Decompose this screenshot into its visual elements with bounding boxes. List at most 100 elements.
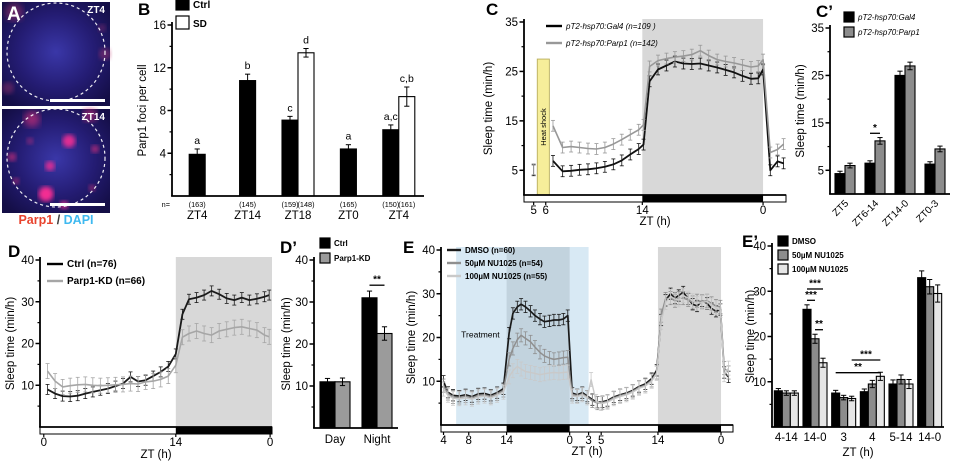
micrograph-zt4-tag: ZT4 <box>87 5 105 16</box>
svg-text:20: 20 <box>295 339 308 351</box>
svg-text:(165): (165) <box>340 200 357 209</box>
svg-text:***: *** <box>860 350 872 361</box>
micrograph-zt14-tag: ZT14 <box>81 112 105 123</box>
svg-text:16: 16 <box>153 20 166 32</box>
svg-text:ZT14: ZT14 <box>234 210 261 222</box>
svg-text:0: 0 <box>566 435 572 447</box>
svg-text:a,c: a,c <box>384 111 398 123</box>
chart-root: 0 14 0 ZT (h) 10 20 30 40 Sleep time (min/h) Ctrl… <box>5 255 273 461</box>
svg-text:pT2-hsp70:Gal4 (n=109 ): pT2-hsp70:Gal4 (n=109 ) <box>565 22 656 31</box>
svg-text:20: 20 <box>753 332 766 344</box>
svg-text:14: 14 <box>636 205 649 217</box>
svg-text:Sleep time (min/h): Sleep time (min/h) <box>483 62 495 155</box>
svg-text:4: 4 <box>869 432 876 444</box>
svg-text:0: 0 <box>41 437 47 449</box>
panel-d-prime-label: D’ <box>280 238 297 257</box>
svg-text:5: 5 <box>598 435 604 447</box>
svg-text:4: 4 <box>160 148 167 160</box>
svg-text:ZT (h): ZT (h) <box>571 446 602 458</box>
svg-text:5-14: 5-14 <box>889 432 913 444</box>
svg-text:ZT6-14: ZT6-14 <box>851 198 882 229</box>
svg-text:6: 6 <box>543 205 549 217</box>
svg-text:10: 10 <box>422 376 435 388</box>
svg-text:c: c <box>287 102 292 114</box>
chart-root: 4-14 14-0 3 4 5-14 14-0*************ZT (h)102… <box>745 235 944 459</box>
svg-text:4: 4 <box>440 435 447 447</box>
svg-text:(145): (145) <box>239 200 256 209</box>
svg-text:8: 8 <box>160 106 166 118</box>
svg-text:***: *** <box>805 290 817 301</box>
svg-text:ZT0-3: ZT0-3 <box>914 198 941 225</box>
series-Parp1-KD <box>45 318 272 395</box>
svg-text:40: 40 <box>753 241 766 253</box>
panel-d: D 0 14 0 ZT (h) 10 20 30 40 Sleep time (min/h) Ct… <box>0 230 292 461</box>
svg-text:pT2-hsp70:Gal4: pT2-hsp70:Gal4 <box>857 13 916 22</box>
svg-text:a: a <box>194 135 200 147</box>
svg-text:30: 30 <box>295 297 308 309</box>
svg-text:pT2-hsp70:Parp1 (n=142): pT2-hsp70:Parp1 (n=142) <box>565 39 658 48</box>
svg-text:30: 30 <box>422 289 435 301</box>
svg-text:5: 5 <box>818 165 824 177</box>
svg-text:ZT4: ZT4 <box>389 210 410 222</box>
panel-a-caption: Parp1 / DAPI <box>0 213 112 227</box>
svg-text:0: 0 <box>760 205 766 217</box>
svg-text:5: 5 <box>512 165 518 177</box>
panel-e: E Treatment 4 8 14 0 3 5 14 0 ZT (h) 10 20 30 40 Sleep… <box>403 230 748 461</box>
panel-c: C Heat shock 5 6 14 0 ZT (h) 5 15 25 35 Sleep time… <box>430 0 790 230</box>
svg-text:Night: Night <box>364 434 392 446</box>
svg-text:**: ** <box>373 275 381 286</box>
svg-text:50µM NU1025 (n=54): 50µM NU1025 (n=54) <box>465 259 543 268</box>
svg-text:8: 8 <box>466 435 472 447</box>
svg-text:Treatment: Treatment <box>461 330 500 340</box>
svg-text:Day: Day <box>325 434 346 446</box>
svg-text:Parp1-KD: Parp1-KD <box>334 254 371 263</box>
svg-text:15: 15 <box>505 116 518 128</box>
svg-text:14: 14 <box>169 437 182 449</box>
svg-text:**: ** <box>815 319 823 330</box>
svg-text:b: b <box>245 60 251 72</box>
svg-text:40: 40 <box>21 255 34 267</box>
micrograph-zt4-image <box>2 2 111 106</box>
svg-text:**: ** <box>854 362 862 373</box>
svg-text:20: 20 <box>21 339 34 351</box>
caption-slash: / <box>53 213 64 227</box>
svg-text:n=: n= <box>162 200 170 209</box>
chart-root: ZT5 ZT6-14 ZT14-0 ZT0-3 * 5 15 25 35 Sleep time (… <box>795 11 950 229</box>
svg-text:Heat shock: Heat shock <box>539 108 548 146</box>
panel-b-label: B <box>138 0 151 19</box>
svg-text:35: 35 <box>811 23 824 35</box>
svg-text:Ctrl: Ctrl <box>334 239 348 248</box>
svg-text:14: 14 <box>652 435 665 447</box>
svg-text:10: 10 <box>295 381 308 393</box>
svg-text:10: 10 <box>753 377 766 389</box>
svg-text:DMSO: DMSO <box>792 237 816 246</box>
svg-text:ZT4: ZT4 <box>187 210 208 222</box>
svg-text:0: 0 <box>718 435 724 447</box>
svg-text:25: 25 <box>505 66 518 78</box>
parp1-kd-sleep-line-chart: 0 14 0 ZT (h) 10 20 30 40 Sleep time (min/h) Ctrl… <box>5 255 273 461</box>
svg-text:a: a <box>345 131 351 143</box>
svg-text:Sleep time (min/h): Sleep time (min/h) <box>795 64 807 157</box>
svg-text:100µM NU1025: 100µM NU1025 <box>792 265 849 274</box>
svg-text:5: 5 <box>530 205 536 217</box>
panel-c-prime: C’ ZT5 ZT6-14 ZT14-0 ZT0-3 * 5 15 25 35 Sleep tim… <box>790 0 958 230</box>
svg-text:ZT14-0: ZT14-0 <box>881 198 912 229</box>
svg-text:50µM NU1025: 50µM NU1025 <box>792 251 844 260</box>
svg-text:pT2-hsp70:Parp1: pT2-hsp70:Parp1 <box>857 28 920 37</box>
svg-text:SD: SD <box>193 19 207 30</box>
chart-root: a(163)ZT4b(145)ZT14c(159)d(148)ZT18a(165… <box>137 0 424 222</box>
svg-text:Sleep time (min/h): Sleep time (min/h) <box>5 297 17 390</box>
svg-text:ZT0: ZT0 <box>338 210 358 222</box>
svg-text:10: 10 <box>21 380 34 392</box>
parp1-foci-bar-chart: a(163)ZT4b(145)ZT14c(159)d(148)ZT18a(165… <box>137 0 424 222</box>
micrograph-zt14-image <box>2 108 110 213</box>
svg-text:(148): (148) <box>297 200 314 209</box>
svg-text:14: 14 <box>500 435 513 447</box>
svg-text:ZT5: ZT5 <box>831 198 852 219</box>
parp1-kd-daynight-bar-chart: Day Night ** 10 20 30 40 Sleep time (min/h) Ctrl… <box>281 237 398 446</box>
svg-text:Ctrl (n=76): Ctrl (n=76) <box>67 259 117 270</box>
svg-text:25: 25 <box>811 70 824 82</box>
